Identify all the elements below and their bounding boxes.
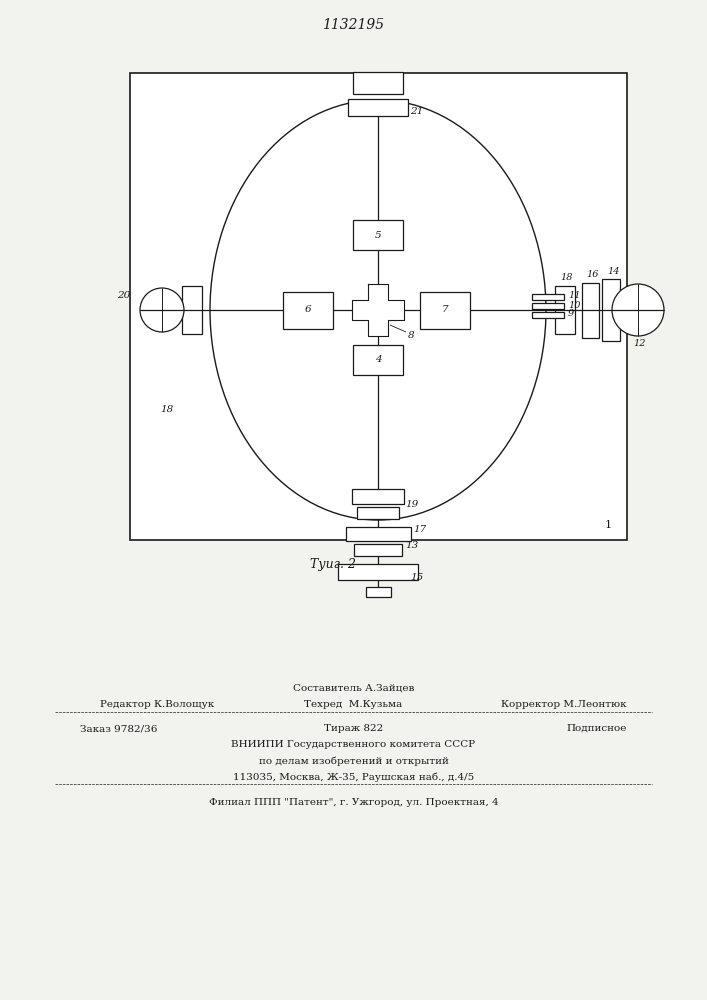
Text: Корректор М.Леонтюк: Корректор М.Леонтюк [501, 700, 627, 709]
Bar [532, 294, 564, 300]
Circle shape [140, 288, 184, 332]
Bar [353, 72, 403, 94]
Text: Подписное: Подписное [566, 724, 627, 733]
Bar [353, 220, 403, 250]
Bar [338, 564, 418, 580]
Text: 113035, Москва, Ж-35, Раушская наб., д.4/5: 113035, Москва, Ж-35, Раушская наб., д.4… [233, 772, 474, 782]
Text: Техред  М.Кузьма: Техред М.Кузьма [305, 700, 402, 709]
Bar [353, 345, 403, 375]
Text: 20: 20 [117, 290, 130, 300]
Text: 18: 18 [560, 273, 573, 282]
Text: Тираж 822: Тираж 822 [324, 724, 383, 733]
Text: 6: 6 [305, 306, 311, 314]
Text: 15: 15 [410, 574, 423, 582]
Text: 9: 9 [568, 310, 574, 318]
Text: 14: 14 [607, 266, 619, 275]
Text: Составитель А.Зайцев: Составитель А.Зайцев [293, 683, 414, 692]
Bar [130, 73, 627, 540]
Text: 1132195: 1132195 [322, 18, 385, 32]
Bar [346, 527, 411, 541]
Text: 13: 13 [405, 542, 419, 550]
Text: 8: 8 [408, 330, 414, 340]
Bar [602, 279, 620, 341]
Text: по делам изобретений и открытий: по делам изобретений и открытий [259, 756, 448, 766]
Text: 10: 10 [568, 300, 580, 310]
Bar [532, 303, 564, 309]
Bar [532, 312, 564, 318]
Bar [420, 292, 470, 328]
Text: 16: 16 [586, 270, 599, 279]
Text: 17: 17 [413, 526, 426, 534]
Text: 18: 18 [160, 406, 173, 414]
Text: 11: 11 [568, 292, 580, 300]
Text: Τуиг. 2: Τуиг. 2 [310, 558, 356, 571]
Bar [352, 488, 404, 504]
Text: 4: 4 [375, 356, 381, 364]
Text: 5: 5 [375, 231, 381, 239]
Text: 12: 12 [633, 340, 645, 349]
Text: Филиал ППП "Патент", г. Ужгород, ул. Проектная, 4: Филиал ППП "Патент", г. Ужгород, ул. Про… [209, 798, 498, 807]
Text: 21: 21 [410, 107, 423, 116]
Bar [354, 544, 402, 556]
Bar [581, 282, 599, 338]
Bar [348, 99, 408, 115]
Text: 7: 7 [442, 306, 448, 314]
Text: Заказ 9782/36: Заказ 9782/36 [80, 724, 158, 733]
Bar [357, 507, 399, 519]
Text: 19: 19 [405, 500, 419, 509]
Text: ВНИИПИ Государственного комитета СССР: ВНИИПИ Государственного комитета СССР [231, 740, 476, 749]
Text: Редактор К.Волощук: Редактор К.Волощук [100, 700, 214, 709]
Text: 1: 1 [605, 520, 612, 530]
Bar [283, 292, 333, 328]
Circle shape [612, 284, 664, 336]
Bar [555, 286, 575, 334]
Bar [182, 286, 202, 334]
Bar [366, 587, 390, 597]
